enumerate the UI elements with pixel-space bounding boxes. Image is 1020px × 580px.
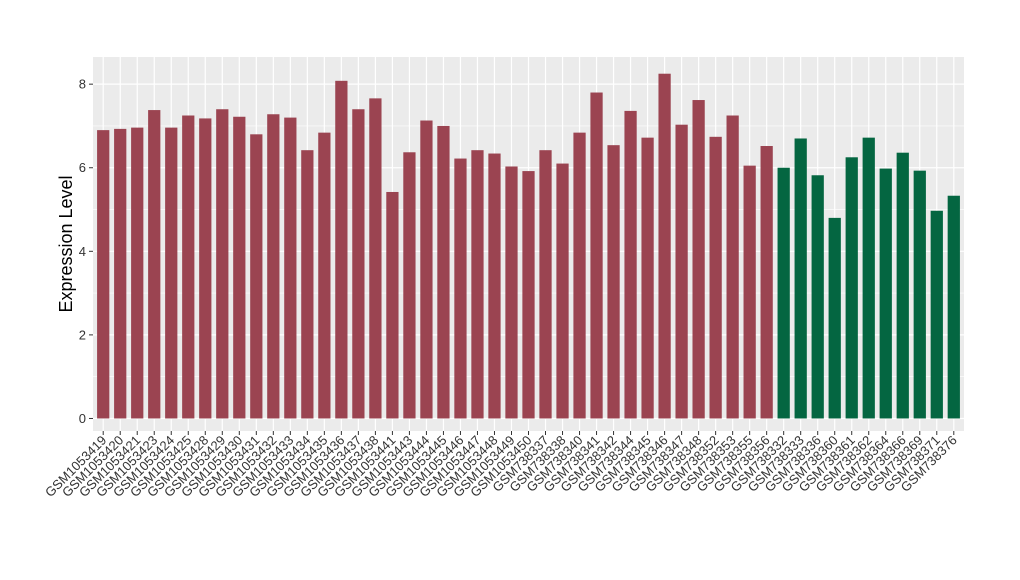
bar [233,116,246,419]
bar [913,170,926,419]
bar [437,125,450,419]
bar [284,117,297,419]
bar [862,137,875,419]
bar [947,195,960,419]
y-tick-label: 4 [79,244,86,259]
axes: 02468GSM1053419GSM1053420GSM1053421GSM10… [42,77,960,500]
bar [556,163,569,419]
y-axis-title: Expression Level [56,175,76,312]
y-tick-label: 8 [79,77,86,92]
bar [386,191,399,419]
bar [930,210,943,419]
bar [828,217,841,419]
bar [590,92,603,419]
bar [267,114,280,419]
bar [420,120,433,419]
bar [624,110,637,419]
bar [522,171,535,419]
bar [726,115,739,419]
bar [97,130,110,419]
bar [709,136,722,419]
bar [182,115,195,419]
bar [148,110,161,419]
bar [675,124,688,419]
bar [114,128,127,419]
bar [879,168,892,419]
bars [97,73,960,419]
bar [896,152,909,419]
bar [573,132,586,419]
bar [301,150,314,419]
bar [131,127,144,419]
bar [845,157,858,419]
bar [216,109,229,419]
bar [471,150,484,419]
bar [165,127,178,419]
bar [318,132,331,419]
bar [692,100,705,419]
bar [454,158,467,419]
bar [743,165,756,419]
bar [352,109,365,419]
bar [403,152,416,419]
bar [760,146,773,419]
bar [607,145,620,419]
bar [811,175,824,419]
bar [777,167,790,419]
bar [505,166,518,419]
bar [250,134,263,419]
bar [658,73,671,419]
bar [369,98,382,419]
bar [539,150,552,419]
bar [794,138,807,419]
bar [335,80,348,419]
bar [199,118,212,419]
bar [641,137,654,419]
bar [488,153,501,419]
y-tick-label: 6 [79,160,86,175]
y-tick-label: 2 [79,327,86,342]
y-tick-label: 0 [79,411,86,426]
